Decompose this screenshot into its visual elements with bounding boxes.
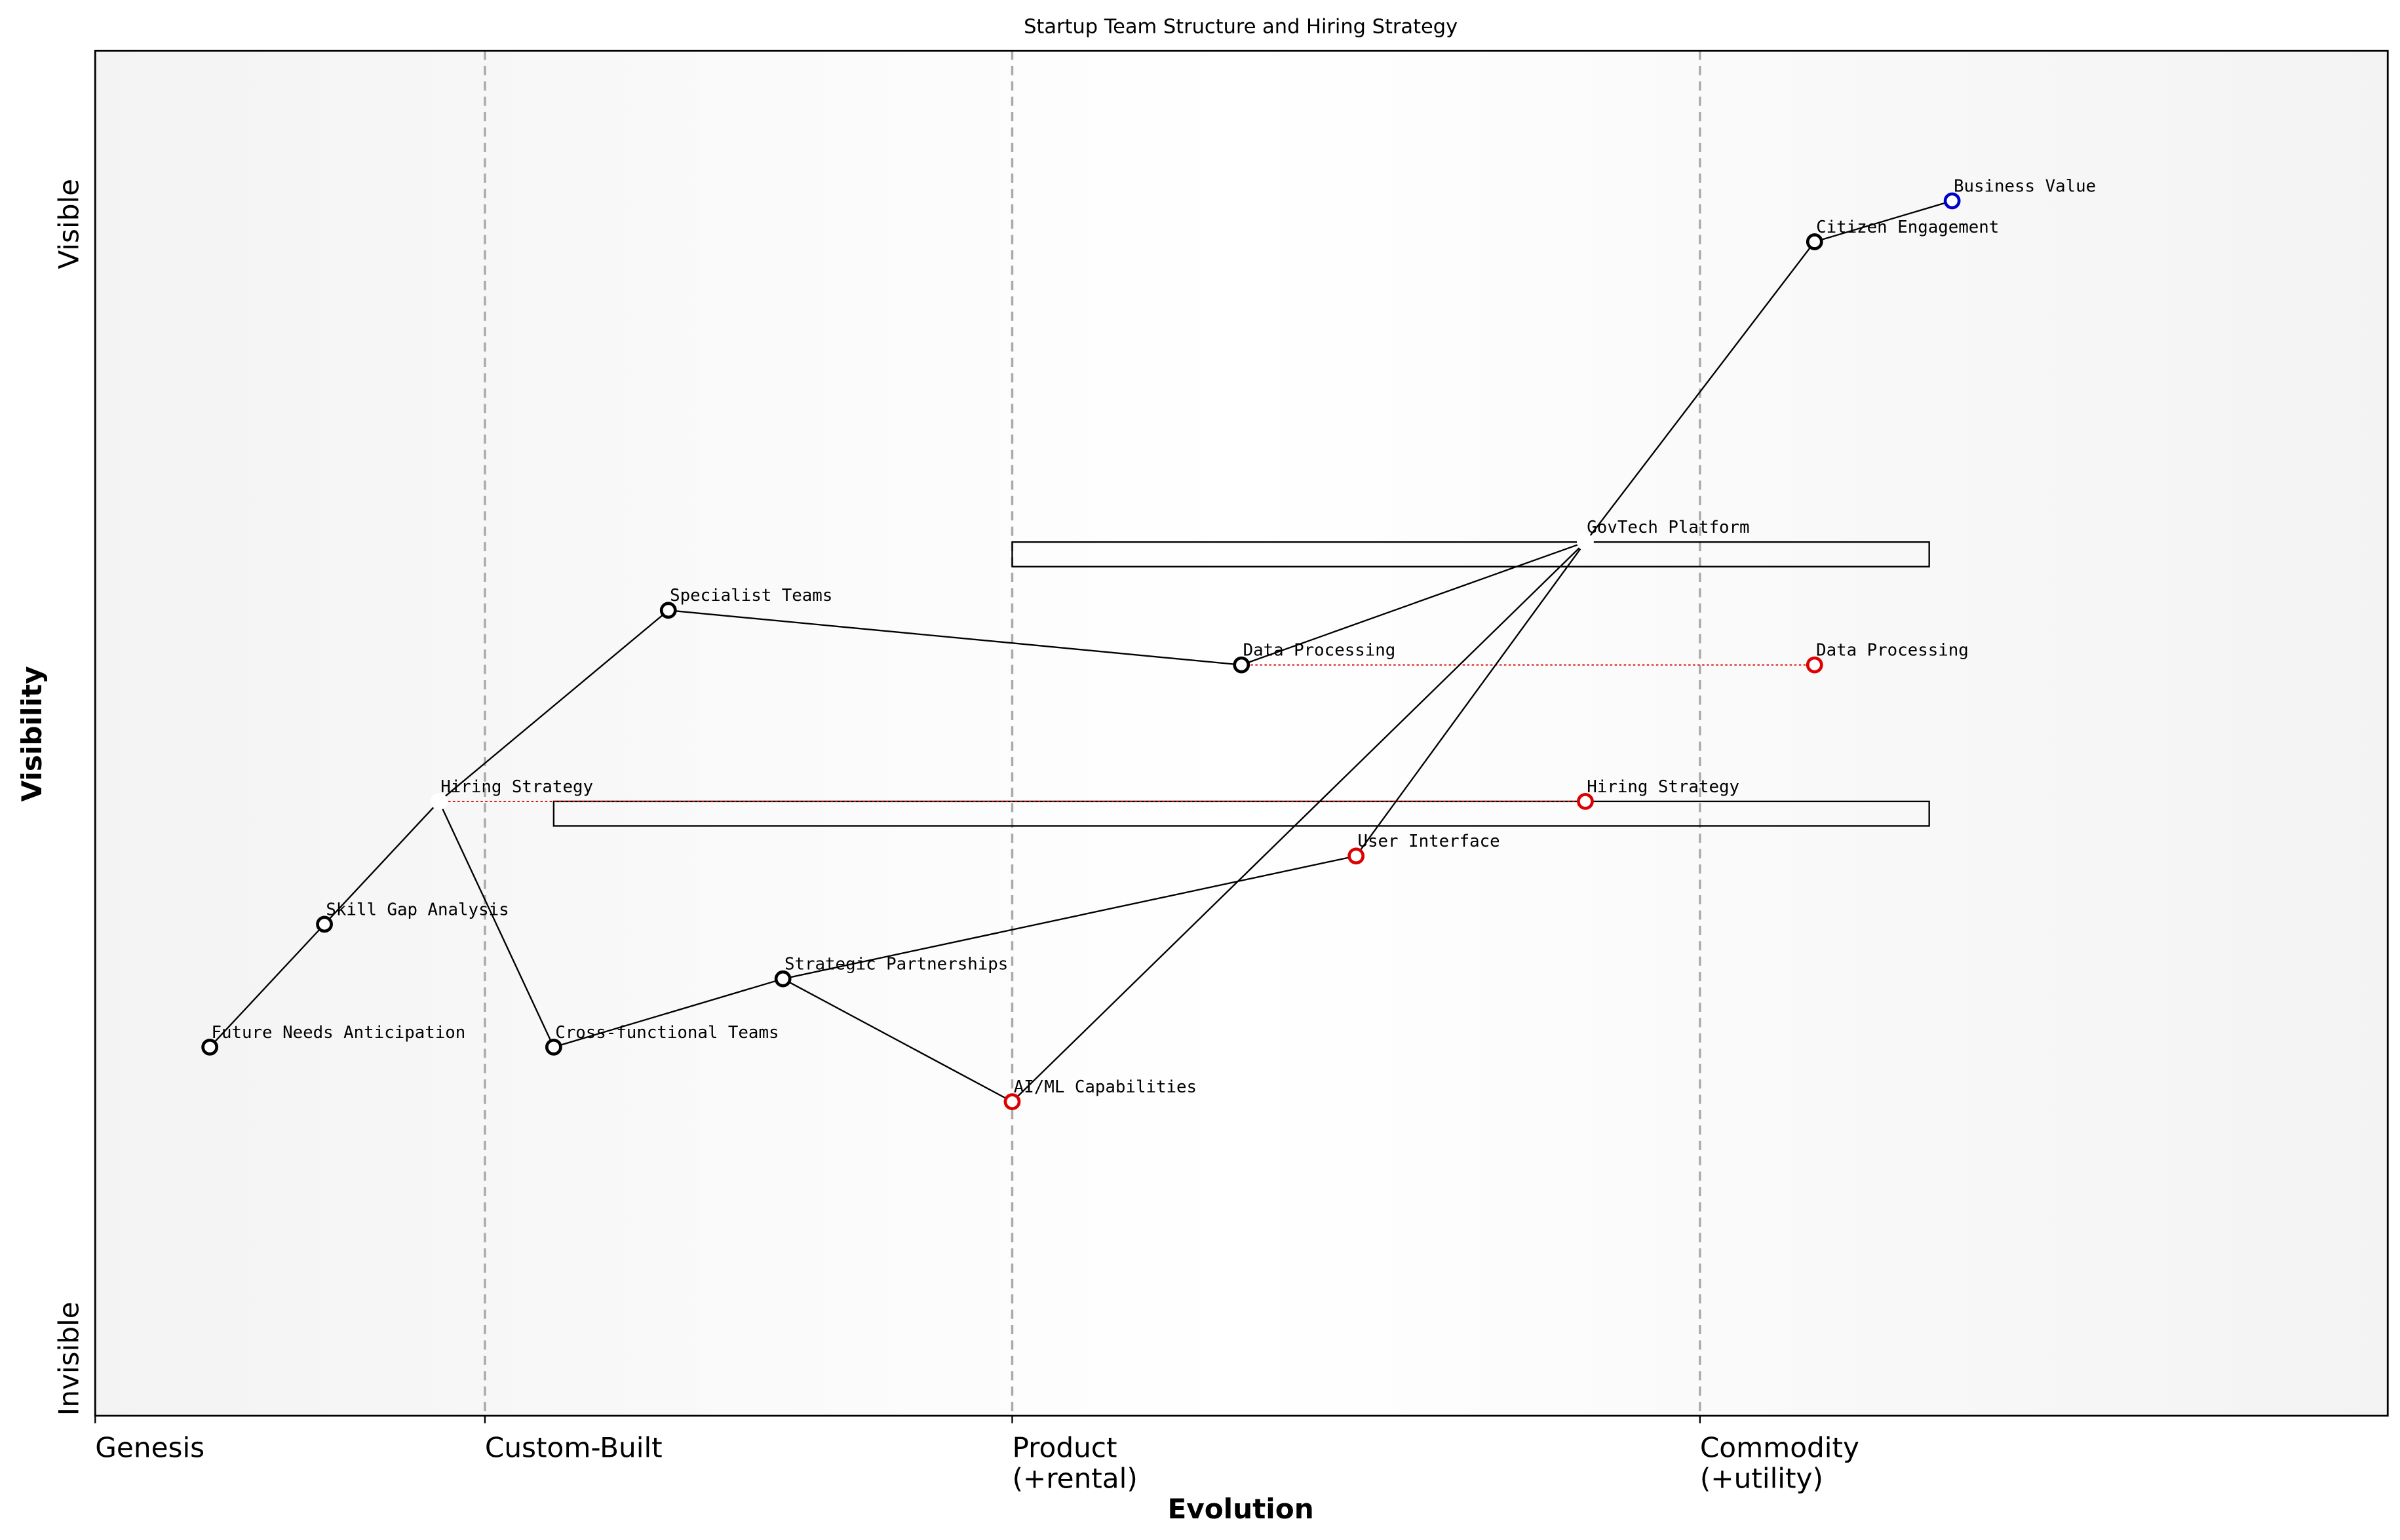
- component-label: GovTech Platform: [1587, 518, 1749, 537]
- dependency-link: [1585, 241, 1815, 543]
- component-node: [201, 1038, 219, 1056]
- dependency-link: [438, 801, 554, 1048]
- x-axis-label: Evolution: [1167, 1493, 1313, 1525]
- component-node: [1233, 656, 1250, 674]
- dependency-link: [1355, 541, 1586, 857]
- component-label: Hiring Strategy: [1587, 777, 1739, 797]
- plot-background: [95, 50, 2388, 1416]
- component-node: [1806, 233, 1823, 250]
- component-label: Hiring Strategy: [440, 777, 593, 797]
- component-label: Specialist Teams: [670, 586, 832, 606]
- x-tick-label: Product (+rental): [1012, 1431, 1137, 1494]
- chart-title: Startup Team Structure and Hiring Strate…: [1024, 16, 1458, 39]
- dependency-link: [668, 609, 1242, 666]
- component-node: [1577, 533, 1594, 551]
- x-tick-label: Genesis: [95, 1431, 204, 1463]
- component-node: [1347, 847, 1365, 865]
- component-label: Strategic Partnerships: [784, 955, 1008, 974]
- component-node: [545, 1038, 562, 1056]
- component-node: [1806, 656, 1823, 674]
- component-node: [1577, 793, 1594, 810]
- component-node: [1003, 1093, 1021, 1111]
- dependency-link: [438, 609, 669, 802]
- x-tick-label: Custom-Built: [485, 1431, 663, 1463]
- dependency-link: [783, 978, 1013, 1103]
- component-node: [774, 970, 792, 988]
- y-tick-label: Visible: [52, 179, 85, 269]
- component-node: [431, 793, 448, 810]
- pipeline: [1011, 541, 1930, 568]
- component-label: Skill Gap Analysis: [326, 900, 509, 919]
- component-node: [659, 602, 677, 619]
- y-axis-label: Visibility: [16, 666, 48, 801]
- dependency-link: [1011, 541, 1586, 1102]
- component-label: Data Processing: [1816, 641, 1969, 661]
- component-label: Data Processing: [1243, 641, 1396, 661]
- component-label: User Interface: [1358, 832, 1500, 851]
- y-tick-label: Invisible: [52, 1301, 85, 1415]
- dependency-link: [209, 923, 325, 1048]
- component-label: Citizen Engagement: [1816, 218, 1999, 237]
- component-label: Business Value: [1954, 176, 2096, 196]
- dependency-link: [324, 801, 440, 925]
- component-node: [316, 915, 333, 933]
- dependency-link: [783, 855, 1357, 980]
- plot-layer: Genesis Custom-Built Product (+rental) Commo…: [52, 50, 2096, 1494]
- component-label: Cross-functional Teams: [555, 1023, 779, 1043]
- component-label: AI/ML Capabilities: [1014, 1077, 1197, 1097]
- dependency-link: [553, 978, 783, 1048]
- dependency-link: [1814, 200, 1952, 243]
- component-node: [1943, 192, 1961, 210]
- x-tick-label: Commodity (+utility): [1700, 1431, 1859, 1494]
- plot-frame: [94, 49, 2389, 1417]
- dependency-link: [1241, 541, 1586, 666]
- component-label: Future Needs Anticipation: [212, 1023, 466, 1043]
